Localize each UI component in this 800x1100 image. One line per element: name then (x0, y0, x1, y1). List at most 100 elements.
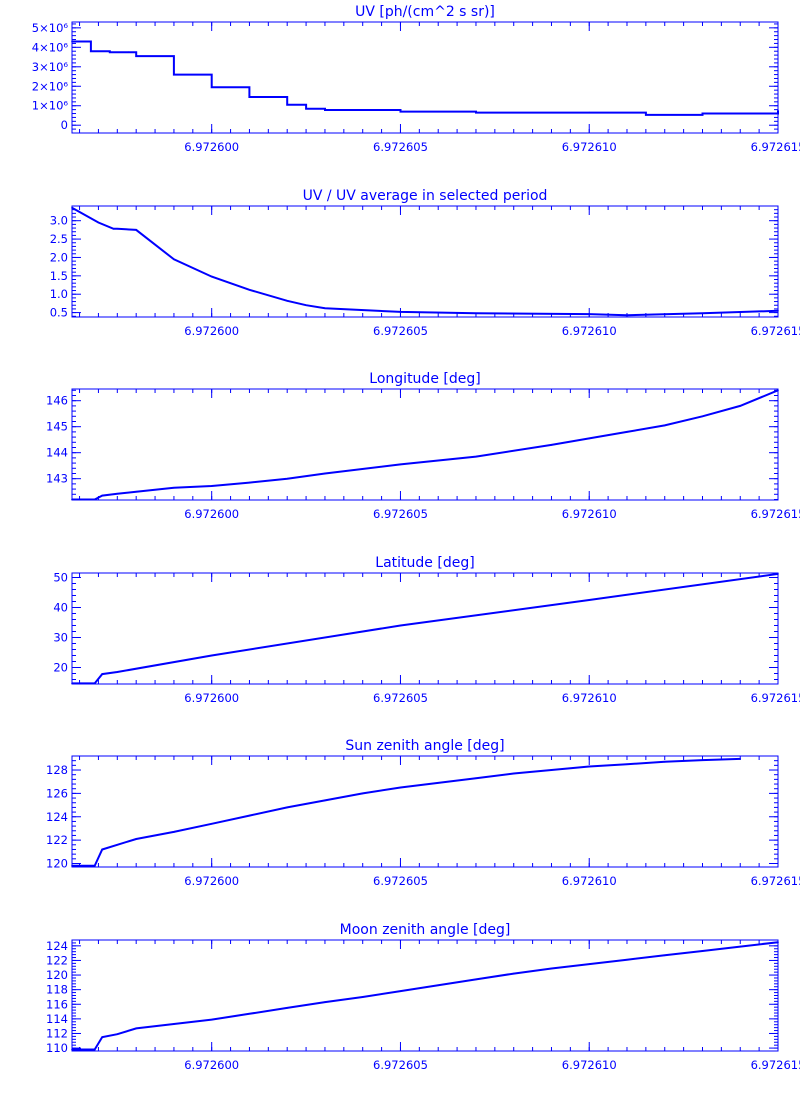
x-tick-label: 6.972615 (751, 1058, 800, 1072)
y-tick-label: 40 (53, 601, 68, 615)
y-tick-label: 4×10⁶ (32, 40, 69, 54)
data-point (626, 763, 628, 765)
data-point (701, 312, 704, 315)
data-point (127, 51, 130, 53)
series-line (72, 572, 779, 685)
data-point (116, 844, 119, 846)
data-point (173, 486, 175, 489)
data-point (777, 389, 779, 392)
data-point (135, 229, 137, 231)
data-point (101, 673, 104, 675)
data-point (588, 313, 591, 315)
data-point (286, 300, 288, 302)
data-point (475, 978, 477, 981)
data-point (210, 1018, 213, 1021)
data-point (588, 111, 591, 114)
data-point (626, 431, 628, 433)
x-tick-label: 6.972615 (751, 507, 800, 521)
data-point (324, 799, 326, 802)
series-line (72, 941, 779, 1051)
y-tick-label: 122 (46, 953, 68, 967)
plot-frame (71, 388, 779, 501)
data-point (248, 96, 251, 98)
data-point (210, 654, 213, 657)
data-point (701, 759, 704, 761)
data-point (475, 312, 477, 315)
y-tick-label: 2×10⁶ (32, 79, 69, 93)
data-point (588, 599, 591, 601)
y-tick-label: 5×10⁶ (32, 21, 69, 35)
data-point (135, 490, 137, 493)
x-tick-label: 6.972615 (751, 324, 800, 338)
panel-title: Longitude [deg] (369, 371, 480, 387)
data-point (93, 682, 96, 685)
data-point (739, 945, 742, 948)
data-point (90, 50, 92, 53)
data-point (777, 109, 779, 112)
data-point (324, 472, 326, 475)
x-tick-label: 6.972600 (184, 324, 239, 338)
data-point (361, 792, 364, 795)
data-point (475, 777, 477, 779)
data-point (210, 86, 213, 89)
x-tick-label: 6.972600 (184, 1058, 239, 1072)
data-point (399, 311, 402, 313)
data-point (550, 444, 553, 446)
data-point (248, 481, 251, 484)
data-point (645, 114, 647, 116)
plot-frame (71, 21, 779, 134)
data-point (324, 109, 326, 111)
data-point (777, 573, 779, 575)
data-point (399, 110, 402, 113)
y-tick-label: 128 (46, 763, 68, 777)
data-point (116, 492, 119, 495)
data-point (777, 941, 779, 943)
data-point (101, 1036, 104, 1038)
data-point (71, 207, 73, 209)
data-point (399, 786, 402, 789)
data-point (173, 831, 175, 833)
data-point (399, 624, 402, 627)
plot-frame (71, 572, 779, 685)
series-line (72, 757, 741, 867)
data-point (173, 73, 175, 76)
data-point (71, 40, 73, 43)
data-point (305, 304, 307, 307)
data-point (663, 761, 666, 763)
panel-3: Longitude [deg] 6.972600 6.972605 6.972610 6… (46, 371, 800, 521)
panel-6: Moon zenith angle [deg] 6.972600 6.972605 6… (46, 922, 800, 1072)
data-point (663, 424, 666, 427)
x-tick-label: 6.972610 (562, 874, 617, 888)
x-tick-label: 6.972610 (562, 140, 617, 154)
x-tick-label: 6.972610 (562, 1058, 617, 1072)
y-tick-label: 146 (46, 394, 68, 408)
x-tick-label: 6.972610 (562, 324, 617, 338)
x-tick-label: 6.972610 (562, 691, 617, 705)
panel-title: Sun zenith angle [deg] (345, 738, 504, 754)
y-tick-label: 1.0 (50, 287, 68, 301)
series-line (72, 389, 779, 501)
y-tick-label: 114 (46, 1012, 68, 1026)
y-tick-label: 124 (46, 939, 68, 953)
data-point (739, 758, 742, 760)
data-point (210, 275, 213, 278)
y-tick-label: 2.0 (50, 250, 68, 264)
data-point (437, 984, 440, 987)
data-point (173, 1023, 175, 1025)
y-tick-label: 120 (46, 856, 68, 870)
data-point (399, 463, 402, 466)
y-tick-label: 3.0 (50, 214, 68, 228)
y-tick-label: 50 (53, 571, 68, 585)
y-tick-label: 0 (61, 118, 68, 132)
data-point (116, 1033, 119, 1036)
data-point (93, 498, 96, 501)
y-tick-label: 3×10⁶ (32, 60, 69, 74)
data-point (701, 950, 704, 952)
panel-5: Sun zenith angle [deg] 6.972600 6.972605 6.… (46, 738, 800, 888)
data-point (71, 498, 73, 501)
x-tick-label: 6.972605 (373, 874, 428, 888)
data-point (361, 996, 364, 998)
x-tick-label: 6.972605 (373, 1058, 428, 1072)
data-point (93, 1048, 96, 1051)
data-point (550, 769, 553, 771)
